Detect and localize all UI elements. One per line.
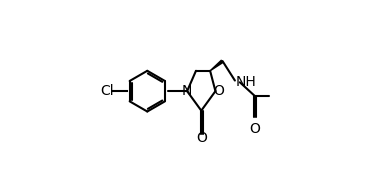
Text: NH: NH [236, 75, 256, 89]
Text: O: O [213, 84, 224, 98]
Text: N: N [182, 84, 192, 98]
Polygon shape [210, 59, 224, 71]
Text: O: O [196, 131, 207, 145]
Text: O: O [249, 122, 260, 136]
Text: Cl: Cl [100, 84, 114, 98]
